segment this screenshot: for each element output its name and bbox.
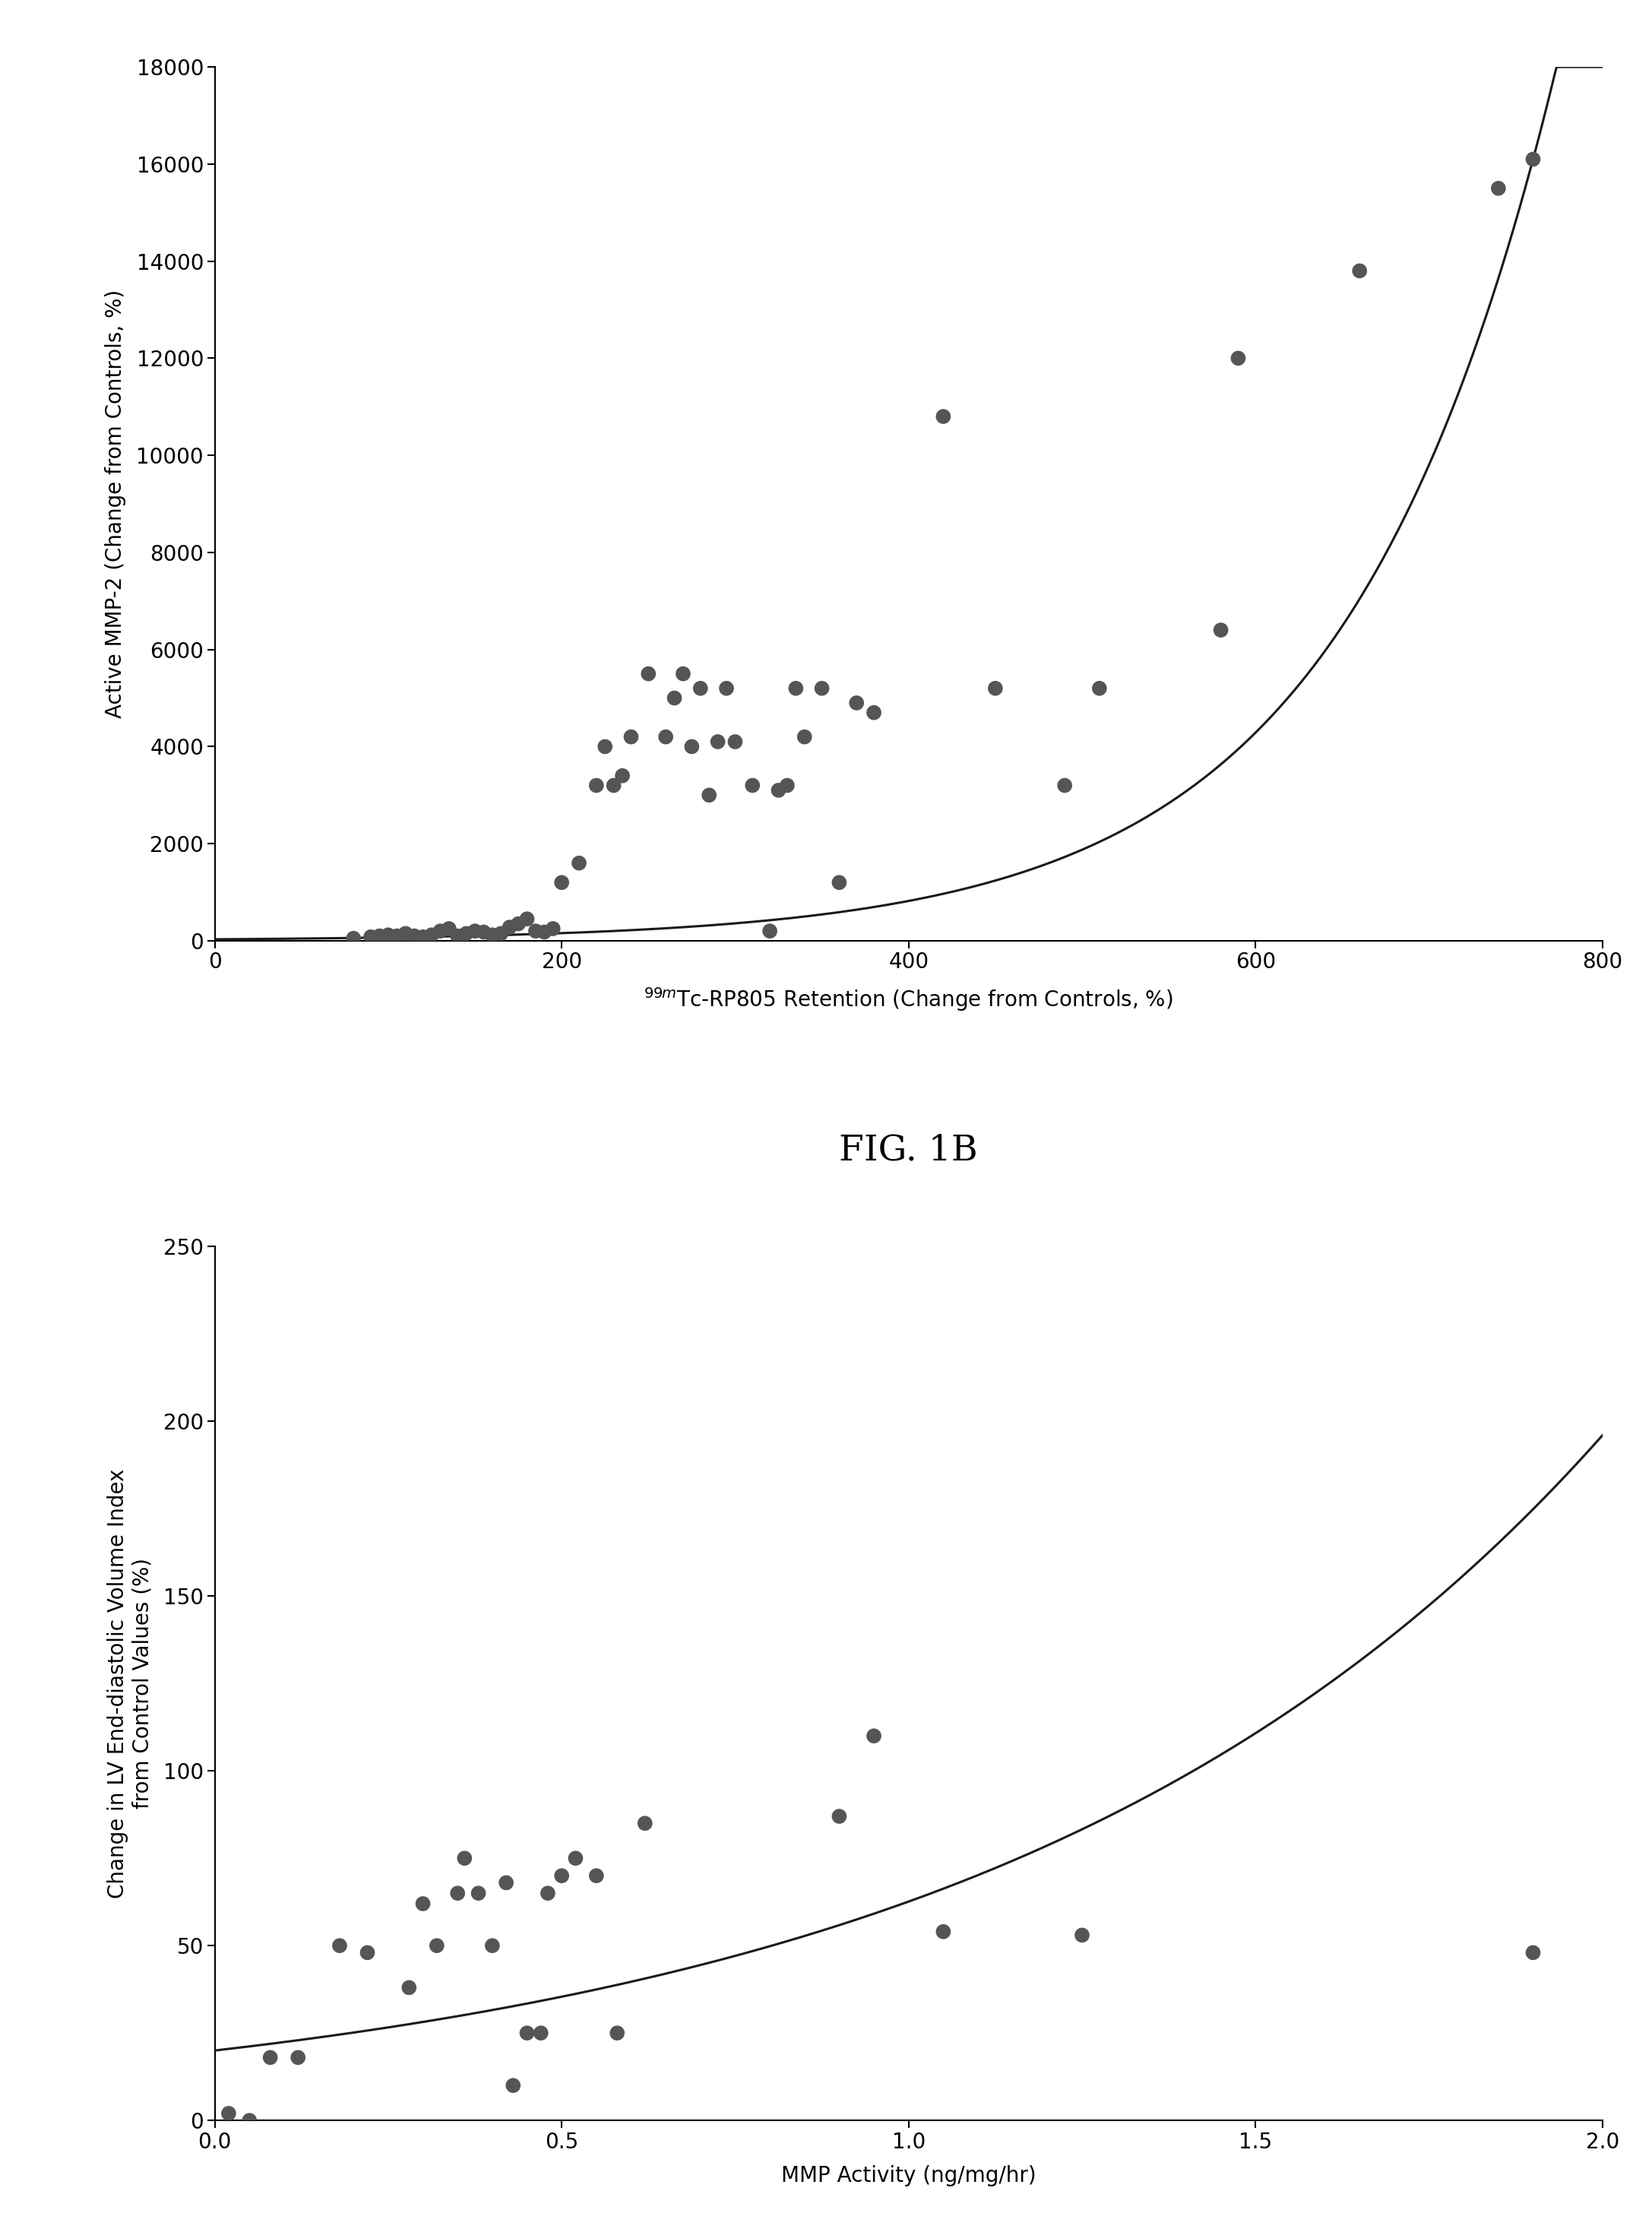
Point: [410, 920, 436, 955]
Point: [773, 768, 801, 804]
Point: [393, 915, 420, 951]
Point: [354, 1935, 380, 1971]
Point: [451, 1841, 477, 1877]
Point: [215, 2096, 241, 2132]
Point: [861, 694, 887, 730]
Point: [444, 917, 471, 953]
Point: [695, 777, 722, 812]
Point: [704, 723, 730, 759]
Point: [522, 913, 548, 949]
Point: [444, 1875, 471, 1911]
Point: [258, 2040, 284, 2076]
Point: [453, 915, 479, 951]
Point: [418, 917, 444, 953]
Point: [548, 864, 575, 899]
Point: [1087, 670, 1113, 705]
Point: [861, 1719, 887, 1754]
Point: [687, 670, 714, 705]
Point: [236, 2103, 263, 2138]
Point: [601, 768, 628, 804]
Point: [610, 759, 636, 795]
Point: [1520, 141, 1546, 176]
Point: [530, 915, 557, 951]
Point: [1520, 1935, 1546, 1971]
Point: [634, 656, 661, 692]
Point: [527, 2015, 553, 2051]
Point: [327, 1928, 354, 1964]
Point: [783, 670, 809, 705]
X-axis label: $^{99m}$Tc-RP805 Retention (Change from Controls, %): $^{99m}$Tc-RP805 Retention (Change from …: [644, 987, 1173, 1013]
Point: [383, 917, 410, 953]
Point: [466, 1875, 492, 1911]
Point: [631, 1806, 657, 1841]
Y-axis label: Change in LV End-diastolic Volume Index
from Control Values (%): Change in LV End-diastolic Volume Index …: [107, 1469, 152, 1899]
Point: [479, 1928, 506, 1964]
Point: [1208, 612, 1234, 647]
Point: [461, 913, 489, 949]
Point: [565, 846, 591, 882]
Point: [844, 685, 871, 721]
Point: [757, 913, 783, 949]
Point: [426, 913, 453, 949]
Point: [738, 768, 765, 804]
Point: [583, 768, 610, 804]
Point: [375, 917, 401, 953]
Text: FIG. 1B: FIG. 1B: [839, 1134, 978, 1167]
Point: [930, 1913, 957, 1949]
Point: [809, 670, 834, 705]
Point: [367, 917, 393, 953]
Point: [401, 917, 428, 953]
Point: [487, 915, 514, 951]
Point: [722, 723, 748, 759]
Point: [514, 902, 540, 937]
Point: [284, 2040, 311, 2076]
Point: [1069, 1917, 1095, 1953]
Point: [1485, 170, 1512, 205]
Point: [661, 681, 687, 716]
Point: [826, 1799, 852, 1835]
Point: [1346, 252, 1373, 288]
Point: [791, 719, 818, 754]
Point: [930, 400, 957, 435]
Point: [679, 728, 705, 763]
Point: [591, 728, 618, 763]
Point: [765, 772, 791, 808]
Point: [492, 1866, 519, 1902]
Point: [535, 1875, 562, 1911]
Point: [506, 906, 532, 942]
Point: [618, 719, 644, 754]
Point: [436, 911, 463, 946]
Point: [671, 656, 697, 692]
Point: [471, 915, 497, 951]
Point: [514, 2015, 540, 2051]
Point: [714, 670, 740, 705]
Point: [410, 1886, 436, 1922]
Point: [357, 920, 383, 955]
Point: [540, 911, 567, 946]
X-axis label: MMP Activity (ng/mg/hr): MMP Activity (ng/mg/hr): [781, 2165, 1036, 2187]
Point: [396, 1969, 423, 2004]
Point: [548, 1857, 575, 1893]
Point: [981, 670, 1008, 705]
Point: [423, 1928, 449, 1964]
Point: [340, 920, 367, 955]
Y-axis label: Active MMP-2 (Change from Controls, %): Active MMP-2 (Change from Controls, %): [104, 290, 126, 719]
Point: [583, 1857, 610, 1893]
Point: [1051, 768, 1077, 804]
Point: [501, 2067, 527, 2103]
Point: [826, 864, 852, 899]
Point: [653, 719, 679, 754]
Point: [605, 2015, 631, 2051]
Point: [562, 1841, 588, 1877]
Point: [1224, 339, 1252, 375]
Point: [479, 917, 506, 953]
Point: [496, 908, 522, 944]
